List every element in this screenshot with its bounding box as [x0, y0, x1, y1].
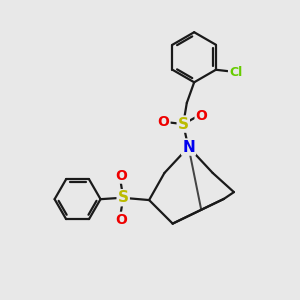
Text: N: N [182, 140, 195, 154]
Text: O: O [196, 109, 208, 123]
Text: Cl: Cl [229, 66, 242, 79]
Text: O: O [115, 213, 127, 227]
Text: S: S [118, 190, 129, 205]
Text: S: S [178, 117, 189, 132]
Text: O: O [158, 115, 169, 129]
Text: O: O [115, 169, 127, 183]
